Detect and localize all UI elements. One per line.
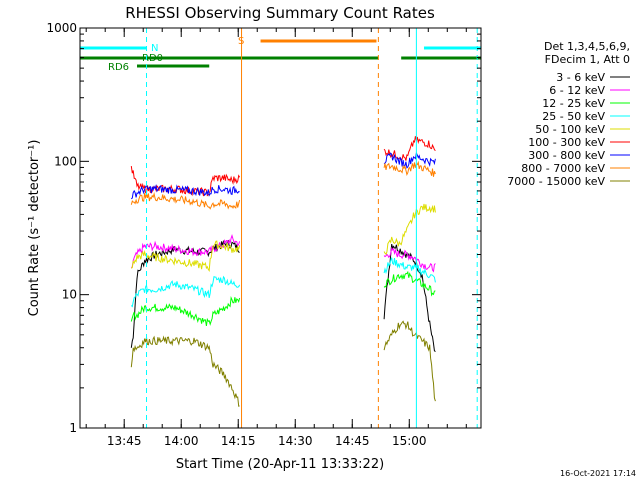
series-line bbox=[130, 192, 241, 210]
legend-label: 300 - 800 keV bbox=[528, 149, 605, 162]
x-tick-label: 14:15 bbox=[221, 434, 256, 448]
flag-label-rd0: RD0 bbox=[142, 53, 163, 64]
series-line bbox=[383, 243, 436, 353]
flag-label-rd6: RD6 bbox=[108, 62, 129, 73]
legend-label: 800 - 7000 keV bbox=[521, 162, 605, 175]
y-tick-label: 100 bbox=[54, 154, 77, 168]
series-line bbox=[130, 295, 241, 326]
x-tick-label: 15:00 bbox=[392, 434, 427, 448]
legend: Det 1,3,4,5,6,9,FDecim 1, Att 0 3 - 6 keV… bbox=[507, 40, 630, 188]
series-line bbox=[130, 233, 241, 269]
legend-label: 25 - 50 keV bbox=[542, 110, 605, 123]
series-line bbox=[383, 136, 436, 161]
legend-header: Det 1,3,4,5,6,9, bbox=[544, 40, 630, 53]
series-line bbox=[383, 160, 436, 177]
generated-timestamp: 16-Oct-2021 17:14 bbox=[560, 469, 636, 478]
legend-label: 12 - 25 keV bbox=[542, 97, 605, 110]
axes: 1 10 100 1000 13:45 14:00 14:15 14:30 14:45 15:00 bbox=[46, 21, 482, 448]
vertical-markers bbox=[146, 28, 478, 428]
series-line bbox=[130, 335, 240, 407]
x-tick-label: 13:45 bbox=[107, 434, 142, 448]
x-tick-label: 14:00 bbox=[164, 434, 199, 448]
flag-bars: NRD0RD6S bbox=[80, 36, 481, 73]
series-line bbox=[383, 320, 436, 402]
plot-frame bbox=[79, 27, 482, 429]
y-tick-label: 1000 bbox=[46, 21, 77, 35]
chart-title: RHESSI Observing Summary Count Rates bbox=[125, 4, 435, 22]
legend-label: 7000 - 15000 keV bbox=[507, 175, 605, 188]
legend-label: 50 - 100 keV bbox=[535, 123, 605, 136]
y-tick-label: 1 bbox=[69, 421, 77, 435]
series-line bbox=[130, 183, 240, 200]
x-tick-label: 14:45 bbox=[335, 434, 370, 448]
series-line bbox=[130, 275, 241, 308]
legend-label: 6 - 12 keV bbox=[549, 84, 605, 97]
series-line bbox=[383, 246, 436, 273]
series-line bbox=[383, 257, 436, 283]
plot-area bbox=[130, 136, 436, 407]
series-line bbox=[130, 240, 241, 272]
series-line bbox=[383, 270, 436, 297]
flag-label-n: N bbox=[151, 43, 158, 54]
legend-header: FDecim 1, Att 0 bbox=[545, 53, 630, 66]
series-line bbox=[383, 203, 436, 256]
y-axis-label: Count Rate (s⁻¹ detector⁻¹) bbox=[27, 140, 42, 317]
x-tick-label: 14:30 bbox=[278, 434, 313, 448]
x-axis-label: Start Time (20-Apr-11 13:33:22) bbox=[176, 457, 384, 472]
y-tick-label: 10 bbox=[62, 288, 77, 302]
legend-label: 100 - 300 keV bbox=[528, 136, 605, 149]
series-line bbox=[130, 166, 241, 197]
titles: RHESSI Observing Summary Count Rates Sta… bbox=[27, 4, 435, 472]
series-line bbox=[383, 151, 436, 169]
legend-label: 3 - 6 keV bbox=[556, 71, 605, 84]
